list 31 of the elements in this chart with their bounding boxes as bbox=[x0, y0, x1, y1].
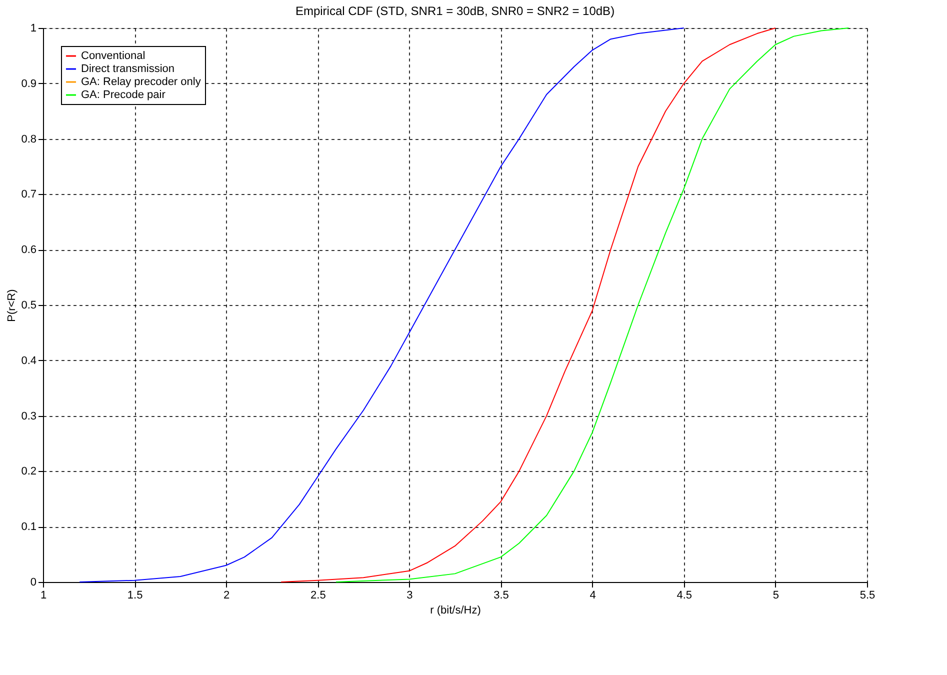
line-series bbox=[335, 28, 850, 582]
legend-label: GA: Precode pair bbox=[81, 89, 166, 101]
y-tick-label: 0.8 bbox=[21, 133, 36, 146]
legend-label: Conventional bbox=[81, 50, 146, 62]
y-tick-label: 0.9 bbox=[21, 78, 36, 90]
line-series bbox=[280, 28, 776, 582]
chart-title: Empirical CDF (STD, SNR1 = 30dB, SNR0 = SNR2 = 10dB) bbox=[295, 4, 615, 18]
x-tick-label: 5 bbox=[772, 590, 780, 602]
x-tick-label: 2.5 bbox=[310, 590, 326, 602]
y-tick-label: 0.3 bbox=[21, 410, 36, 422]
y-tick-label: 0.1 bbox=[21, 521, 36, 534]
y-tick-label: 0.4 bbox=[21, 354, 36, 367]
y-axis-title: P(r<R) bbox=[6, 289, 18, 322]
y-tick-label: 1 bbox=[30, 22, 36, 34]
y-tick-label: 0 bbox=[30, 576, 36, 588]
legend-label: Direct transmission bbox=[81, 63, 175, 75]
x-tick-label: 1.5 bbox=[127, 590, 143, 602]
y-tick-label: 0.6 bbox=[21, 244, 36, 256]
y-tick-label: 0.2 bbox=[21, 466, 36, 478]
x-tick-label: 4.5 bbox=[676, 590, 692, 602]
x-tick-label: 3 bbox=[406, 590, 413, 602]
x-tick-label: 2 bbox=[224, 590, 230, 602]
x-axis-title: r (bit/s/Hz) bbox=[430, 604, 481, 616]
y-tick-label: 0.5 bbox=[21, 300, 36, 312]
line-series bbox=[79, 28, 684, 582]
x-tick-label: 5.5 bbox=[860, 590, 876, 602]
x-tick-label: 1 bbox=[40, 590, 47, 602]
y-tick-label: 0.7 bbox=[21, 188, 36, 201]
x-tick-label: 4 bbox=[590, 590, 596, 602]
x-tick-label: 3.5 bbox=[494, 590, 509, 602]
legend-label: GA: Relay precoder only bbox=[81, 76, 202, 88]
